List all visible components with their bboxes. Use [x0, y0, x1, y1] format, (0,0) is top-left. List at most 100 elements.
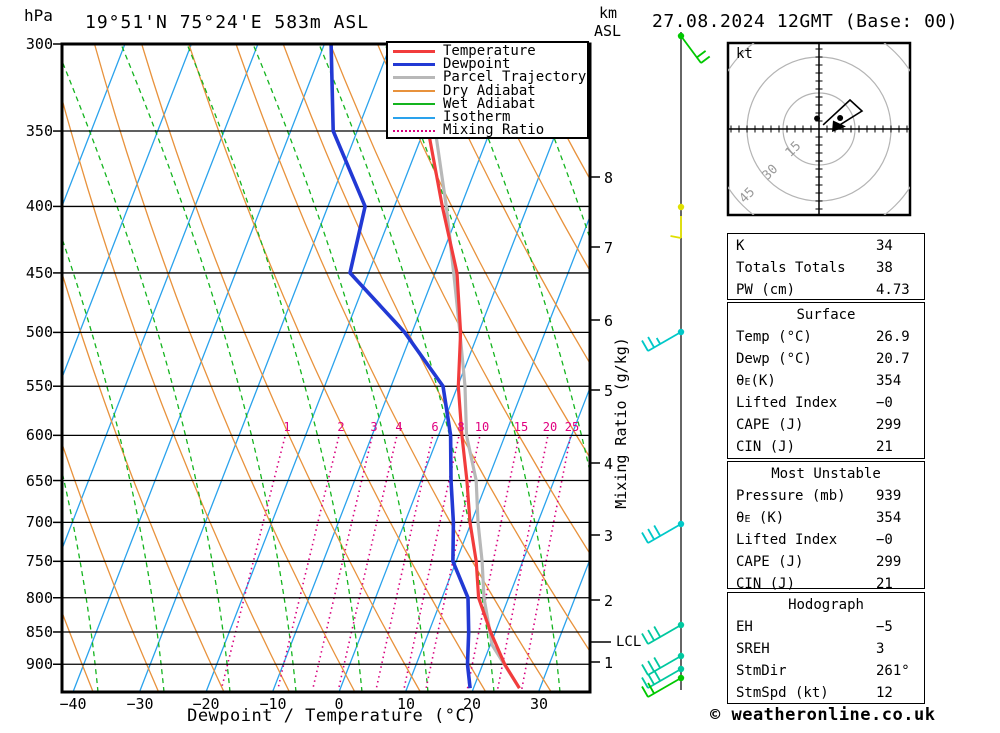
- pressure-tick-label: 400: [25, 197, 53, 215]
- table-row: Totals Totals 38: [728, 257, 924, 279]
- row-label: StmSpd (kt): [736, 685, 829, 701]
- table-row: CAPE (J) 299: [728, 414, 924, 436]
- table-row: CIN (J) 21: [728, 436, 924, 458]
- table-row: SREH 3: [728, 638, 924, 660]
- temp-tick-label: −30: [126, 695, 154, 713]
- indices-table-hodograph: Hodograph EH −5 SREH 3 StmDir 261° StmSpd (kt) 1…: [727, 592, 925, 704]
- table-row: θE(K) 354: [728, 370, 924, 392]
- km-tick-label: 2: [604, 592, 614, 610]
- row-value: −0: [876, 532, 893, 548]
- pressure-tick-label: 900: [25, 655, 53, 673]
- row-label: Dewp (°C): [736, 351, 812, 367]
- row-value: 261°: [876, 663, 910, 679]
- table-row: Dewp (°C) 20.7: [728, 348, 924, 370]
- km-tick-label: 4: [604, 455, 614, 473]
- row-value: 299: [876, 417, 902, 433]
- row-label: CIN (J): [736, 439, 796, 455]
- pressure-tick-label: 550: [25, 377, 53, 395]
- row-value: 354: [876, 373, 902, 389]
- temp-tick-label: −40: [59, 695, 87, 713]
- hodograph-unit-label: kt: [736, 46, 753, 62]
- station-title: 19°51'N 75°24'E 583m ASL: [85, 12, 370, 33]
- row-label: K: [736, 238, 745, 254]
- table-row: Lifted Index −0: [728, 529, 924, 551]
- valid-datetime: 27.08.2024 12GMT (Base: 00): [652, 11, 959, 32]
- table-row: Pressure (mb) 939: [728, 485, 924, 507]
- lcl-label: LCL: [616, 634, 642, 650]
- row-value: 26.9: [876, 329, 910, 345]
- table-row: StmDir 261°: [728, 660, 924, 682]
- mixing-ratio-value-label: 8: [457, 420, 465, 434]
- legend-item: Dewpoint: [393, 57, 587, 71]
- table-title: Hodograph: [788, 597, 864, 613]
- legend: Temperature Dewpoint Parcel Trajectory Dry …: [386, 41, 589, 139]
- mixing-ratio-value-label: 3: [370, 420, 378, 434]
- row-label: SREH: [736, 641, 770, 657]
- row-value: 299: [876, 554, 902, 570]
- row-value: −0: [876, 395, 893, 411]
- table-row: Temp (°C) 26.9: [728, 326, 924, 348]
- mixing-ratio-value-label: 6: [431, 420, 439, 434]
- row-value: 3: [876, 641, 885, 657]
- plot-border: [60, 42, 592, 694]
- wind-barb: [641, 328, 685, 352]
- row-value: 939: [876, 488, 902, 504]
- row-label: θE(K): [736, 373, 776, 389]
- mixing-ratio-value-label: 1: [283, 420, 291, 434]
- mixing-ratio-value-label: 2: [337, 420, 345, 434]
- background-grid: [62, 44, 590, 692]
- legend-swatch-wet-adiabat: [393, 103, 435, 106]
- table-row: PW (cm) 4.73: [728, 279, 924, 301]
- legend-item: Wet Adiabat: [393, 97, 587, 111]
- mixing-ratio-value-label: 15: [513, 420, 529, 434]
- legend-label: Mixing Ratio: [443, 122, 545, 139]
- km-tick-label: 7: [604, 239, 614, 257]
- temp-tick-label: 10: [396, 695, 416, 713]
- pressure-tick-label: 700: [25, 513, 53, 531]
- row-label: CAPE (J): [736, 417, 804, 433]
- row-value: 20.7: [876, 351, 910, 367]
- pressure-tick-label: 600: [25, 426, 53, 444]
- temperature-curve: [425, 122, 521, 690]
- pressure-tick-label: 800: [25, 589, 53, 607]
- temp-tick-label: 30: [529, 695, 549, 713]
- mixing-ratio-value-label: 4: [395, 420, 403, 434]
- row-label: θE (K): [736, 510, 785, 526]
- wind-barb: [677, 32, 711, 64]
- row-label: StmDir: [736, 663, 787, 679]
- row-label: EH: [736, 619, 753, 635]
- row-value: 38: [876, 260, 893, 276]
- legend-item: Parcel Trajectory: [393, 70, 587, 84]
- wind-barb: [641, 621, 685, 645]
- km-tick-label: 6: [604, 312, 614, 330]
- legend-item: Mixing Ratio: [393, 122, 587, 139]
- wind-barb: [641, 674, 685, 698]
- wind-barb: [641, 520, 685, 544]
- temp-tick-label: 20: [462, 695, 482, 713]
- wind-barb: [641, 665, 685, 689]
- altitude-axis-datum: ASL: [594, 22, 622, 40]
- row-label: Lifted Index: [736, 532, 838, 548]
- legend-label: Temperature: [443, 43, 536, 60]
- legend-swatch-mixing-ratio: [393, 129, 435, 132]
- mixing-ratio-value-label: 25: [564, 420, 580, 434]
- legend-swatch-dry-adiabat: [393, 90, 435, 93]
- pressure-axis-unit: hPa: [24, 6, 53, 25]
- pressure-tick-label: 750: [25, 552, 53, 570]
- legend-item: Dry Adiabat: [393, 84, 587, 98]
- row-value: 12: [876, 685, 893, 701]
- parcel-trajectory-curve: [433, 127, 521, 690]
- temp-tick-label: 0: [334, 695, 344, 713]
- hodograph-trace: [822, 98, 864, 127]
- table-row: CAPE (J) 299: [728, 551, 924, 573]
- table-row: StmSpd (kt) 12: [728, 682, 924, 704]
- mixing-ratio-value-label: 10: [474, 420, 490, 434]
- dewpoint-curve: [329, 44, 472, 689]
- row-label: PW (cm): [736, 282, 796, 298]
- table-row: θE (K) 354: [728, 507, 924, 529]
- legend-item: Temperature: [393, 43, 587, 60]
- pressure-tick-label: 350: [25, 122, 53, 140]
